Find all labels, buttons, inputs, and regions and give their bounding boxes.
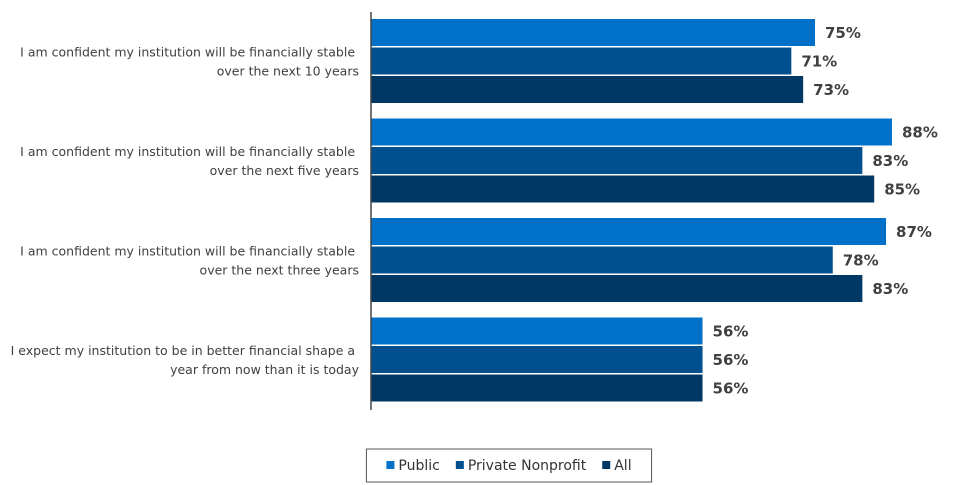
legend-label: Private Nonprofit — [468, 458, 587, 474]
bar — [371, 246, 833, 274]
data-label: 83% — [872, 280, 908, 298]
data-label: 71% — [801, 53, 837, 71]
bar — [371, 19, 815, 46]
bar — [371, 317, 703, 345]
legend-label: All — [614, 458, 631, 474]
data-label: 73% — [813, 81, 849, 99]
legend-swatch — [455, 461, 464, 469]
data-label: 87% — [896, 223, 932, 241]
legend-swatch — [386, 461, 395, 469]
legend: Public Private Nonprofit All — [365, 448, 653, 483]
data-label: 88% — [902, 124, 938, 142]
category-label: I expect my institution to be in better … — [11, 342, 360, 376]
data-label: 56% — [713, 380, 749, 398]
bar — [371, 118, 892, 146]
bar — [371, 76, 804, 103]
bar — [371, 374, 703, 402]
category-label: I am confident my institution will be fi… — [20, 243, 359, 277]
bar — [371, 147, 863, 174]
data-label: 85% — [884, 181, 920, 199]
bar — [371, 346, 703, 373]
bar — [371, 175, 875, 203]
legend-swatch — [602, 461, 611, 469]
category-label: I am confident my institution will be fi… — [20, 143, 359, 177]
bar — [371, 47, 792, 75]
data-label: 56% — [713, 351, 749, 369]
legend-label: Public — [398, 458, 439, 474]
data-label: 56% — [713, 323, 749, 341]
data-label: 83% — [872, 152, 908, 170]
bar — [371, 218, 887, 245]
data-label: 78% — [843, 252, 879, 270]
data-label: 75% — [825, 24, 861, 42]
bar — [371, 275, 863, 302]
category-label: I am confident my institution will be fi… — [20, 44, 359, 78]
